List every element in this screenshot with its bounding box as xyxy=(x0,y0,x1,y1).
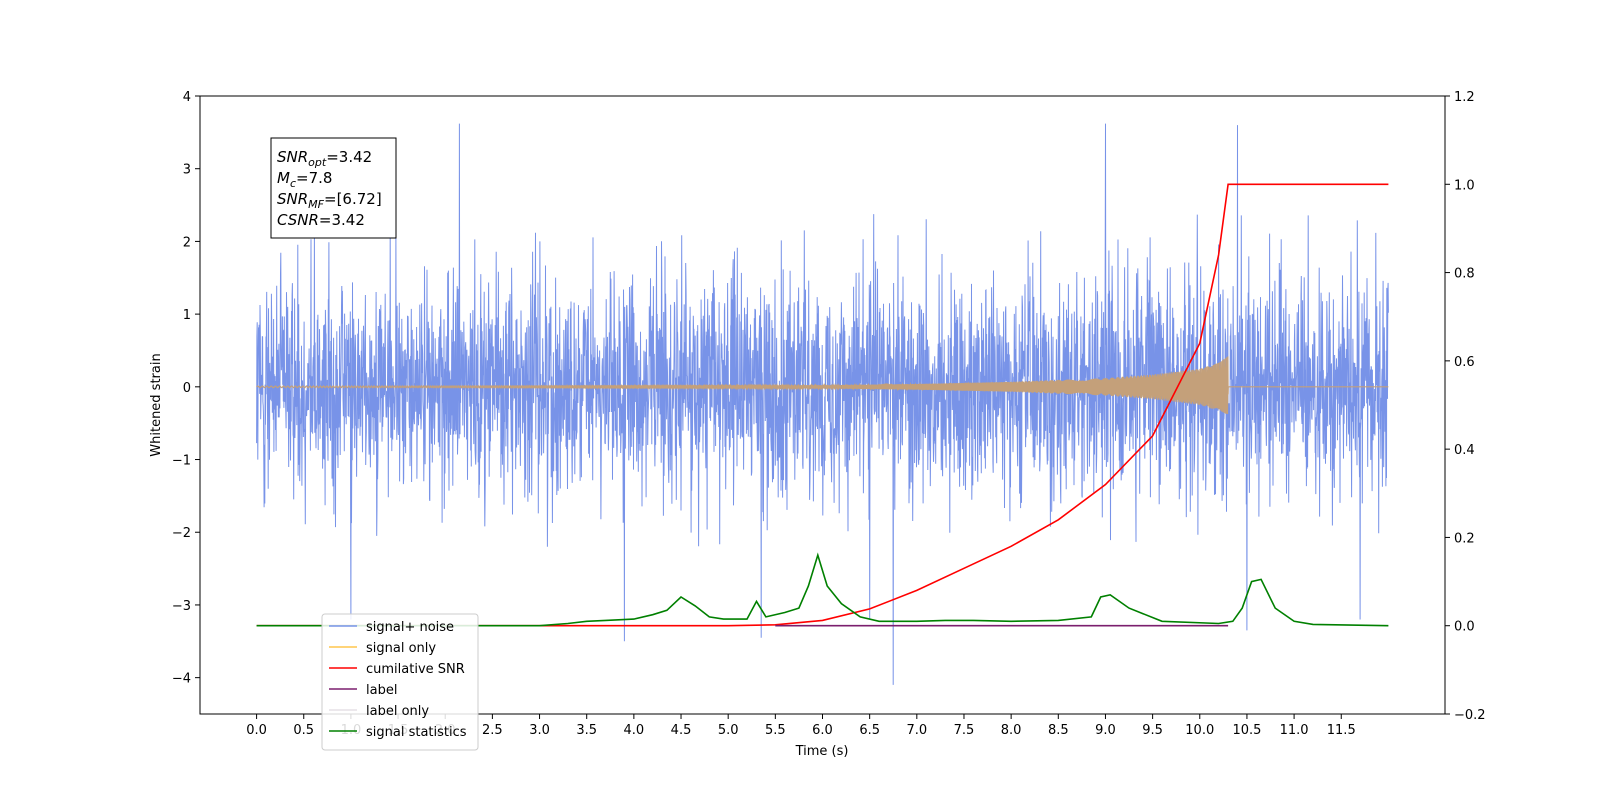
x-tick-label: 8.0 xyxy=(1001,723,1022,738)
y-tick-label: −4 xyxy=(172,672,191,687)
y2-tick-label: 0.2 xyxy=(1454,531,1475,546)
y-tick-label: −2 xyxy=(172,526,191,541)
x-tick-label: 5.5 xyxy=(765,723,786,738)
y2-tick-label: 0.6 xyxy=(1454,355,1475,370)
x-tick-label: 9.5 xyxy=(1142,723,1163,738)
y-axis-label: Whitened strain xyxy=(149,353,164,456)
series-cumulative-snr xyxy=(256,183,1389,627)
legend-entry: signal only xyxy=(366,641,436,656)
x-tick-label: 5.0 xyxy=(718,723,739,738)
x-tick-label: 10.5 xyxy=(1232,723,1261,738)
y-tick-label: −1 xyxy=(172,454,191,469)
legend-entry: cumilative SNR xyxy=(366,662,465,677)
y-tick-label: 3 xyxy=(183,163,191,178)
x-tick-label: 7.0 xyxy=(906,723,927,738)
x-tick-label: 4.5 xyxy=(671,723,692,738)
x-tick-label: 11.5 xyxy=(1327,723,1356,738)
y-tick-label: 2 xyxy=(183,235,191,250)
y-tick-label: 1 xyxy=(183,308,191,323)
series-signal-only xyxy=(256,356,1389,415)
y2-tick-label: 0.0 xyxy=(1454,620,1475,635)
legend-entry: signal statistics xyxy=(366,725,467,740)
y2-tick-label: −0.2 xyxy=(1454,708,1486,723)
y2-tick-label: 0.8 xyxy=(1454,267,1475,282)
legend-entry: label xyxy=(366,683,397,698)
x-tick-label: 6.0 xyxy=(812,723,833,738)
x-tick-label: 0.0 xyxy=(246,723,267,738)
annotation-frame xyxy=(270,137,397,239)
y-tick-label: 4 xyxy=(183,90,191,105)
legend-entry: label only xyxy=(366,704,429,719)
plot-area xyxy=(256,123,1389,685)
y2-tick-label: 0.4 xyxy=(1454,443,1475,458)
x-tick-label: 9.0 xyxy=(1095,723,1116,738)
x-tick-label: 7.5 xyxy=(954,723,975,738)
y2-tick-label: 1.2 xyxy=(1454,90,1475,105)
x-tick-label: 6.5 xyxy=(859,723,880,738)
series-signal-noise xyxy=(256,123,1389,685)
legend-frame xyxy=(321,613,479,751)
x-tick-label: 4.0 xyxy=(624,723,645,738)
x-tick-label: 10.0 xyxy=(1185,723,1214,738)
y-tick-label: −3 xyxy=(172,599,191,614)
x-tick-label: 8.5 xyxy=(1048,723,1069,738)
x-tick-label: 3.5 xyxy=(576,723,597,738)
legend: signal+ noise signal only cumilative SNR la… xyxy=(321,613,479,751)
annotation-line: SNRMF=[6.72] xyxy=(277,190,382,211)
legend-entry: signal+ noise xyxy=(366,620,454,635)
x-tick-label: 2.5 xyxy=(482,723,503,738)
x-tick-label: 3.0 xyxy=(529,723,550,738)
y2-tick-label: 1.0 xyxy=(1454,178,1475,193)
annotation-line: CSNR=3.42 xyxy=(277,211,365,229)
x-tick-label: 0.5 xyxy=(293,723,314,738)
annotation-line: Mc=7.8 xyxy=(277,169,332,190)
y-tick-label: 0 xyxy=(183,381,191,396)
series-signal-statistics xyxy=(256,552,1389,627)
x-tick-label: 11.0 xyxy=(1280,723,1309,738)
x-axis-label: Time (s) xyxy=(795,744,849,759)
annotation-line: SNRopt=3.42 xyxy=(277,148,372,169)
